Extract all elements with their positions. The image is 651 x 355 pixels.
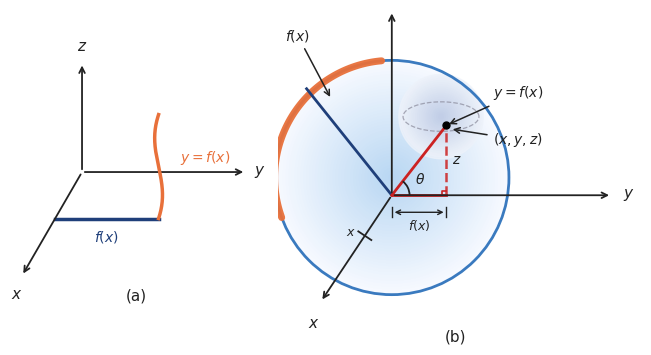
Circle shape xyxy=(439,114,443,119)
Circle shape xyxy=(289,75,494,280)
Text: (a): (a) xyxy=(126,288,147,303)
Circle shape xyxy=(286,72,497,283)
Circle shape xyxy=(371,157,412,198)
Text: $z$: $z$ xyxy=(452,153,462,167)
Text: $x$: $x$ xyxy=(308,316,320,331)
Circle shape xyxy=(298,84,486,271)
Circle shape xyxy=(324,110,459,245)
Text: $f(x)$: $f(x)$ xyxy=(285,27,329,95)
Text: $y$: $y$ xyxy=(255,164,266,180)
Circle shape xyxy=(368,154,415,201)
Text: (b): (b) xyxy=(445,329,467,344)
Text: $x$: $x$ xyxy=(10,287,22,302)
Circle shape xyxy=(418,93,464,140)
Circle shape xyxy=(277,63,506,292)
Circle shape xyxy=(405,81,477,152)
Text: $y = f(x)$: $y = f(x)$ xyxy=(450,84,543,124)
Circle shape xyxy=(389,175,395,180)
Circle shape xyxy=(437,113,445,121)
Circle shape xyxy=(312,98,471,257)
Circle shape xyxy=(310,95,474,260)
Circle shape xyxy=(365,151,418,204)
Circle shape xyxy=(420,95,462,138)
Circle shape xyxy=(327,113,456,242)
Circle shape xyxy=(411,87,471,146)
Circle shape xyxy=(424,100,458,133)
Circle shape xyxy=(432,108,449,125)
Text: $x$: $x$ xyxy=(346,226,356,239)
Circle shape xyxy=(399,75,483,159)
Circle shape xyxy=(359,145,424,210)
Circle shape xyxy=(430,106,452,127)
Circle shape xyxy=(377,163,406,192)
Circle shape xyxy=(304,89,480,266)
Circle shape xyxy=(275,60,509,295)
Circle shape xyxy=(281,66,503,289)
Circle shape xyxy=(353,140,430,215)
Circle shape xyxy=(342,128,441,227)
Circle shape xyxy=(403,78,479,154)
Circle shape xyxy=(336,122,447,233)
Circle shape xyxy=(357,142,427,213)
Circle shape xyxy=(322,107,462,248)
Circle shape xyxy=(428,104,454,129)
Circle shape xyxy=(318,104,465,251)
Text: $z$: $z$ xyxy=(77,39,87,54)
Circle shape xyxy=(435,110,447,123)
Text: $y$: $y$ xyxy=(622,187,634,203)
Circle shape xyxy=(386,172,398,183)
Circle shape xyxy=(345,131,439,224)
Text: $f(x)$: $f(x)$ xyxy=(94,229,119,245)
Circle shape xyxy=(339,125,445,230)
Circle shape xyxy=(409,85,473,148)
Circle shape xyxy=(426,102,456,131)
Circle shape xyxy=(422,98,460,136)
Circle shape xyxy=(307,93,477,262)
Circle shape xyxy=(348,133,436,222)
Circle shape xyxy=(333,119,450,236)
Circle shape xyxy=(363,148,421,207)
Text: $y = f(x)$: $y = f(x)$ xyxy=(180,149,230,167)
Circle shape xyxy=(292,78,492,277)
Circle shape xyxy=(301,87,482,268)
Circle shape xyxy=(413,89,469,144)
Text: $(x, y, z)$: $(x, y, z)$ xyxy=(454,128,542,148)
Circle shape xyxy=(380,166,404,189)
Circle shape xyxy=(283,69,500,286)
Circle shape xyxy=(316,101,468,253)
Circle shape xyxy=(295,81,488,274)
Circle shape xyxy=(374,160,409,195)
Circle shape xyxy=(401,77,481,157)
Circle shape xyxy=(351,136,433,218)
Circle shape xyxy=(408,83,475,150)
Circle shape xyxy=(416,91,466,142)
Circle shape xyxy=(330,116,453,239)
Circle shape xyxy=(383,169,400,186)
Text: $\theta$: $\theta$ xyxy=(415,173,425,187)
Text: $f(x)$: $f(x)$ xyxy=(408,218,430,233)
